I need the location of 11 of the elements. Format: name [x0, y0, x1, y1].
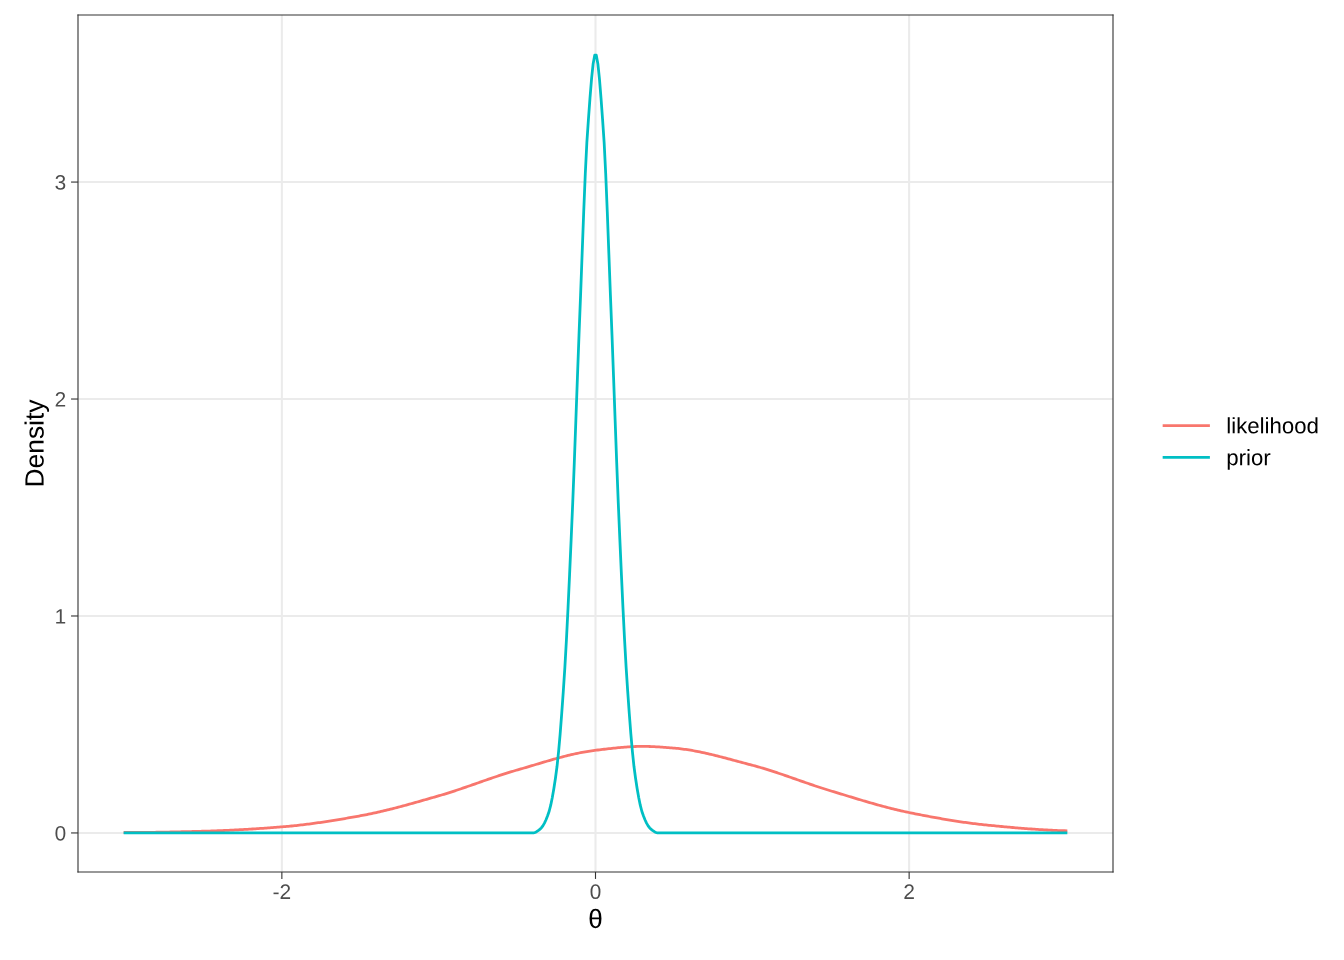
legend-label: likelihood: [1227, 417, 1318, 434]
y-axis-title: Density: [24, 399, 50, 486]
x-axis-title: θ: [589, 908, 602, 929]
y-tick-label: 0: [55, 825, 66, 841]
x-tick-label: 2: [904, 884, 914, 899]
x-tick-label: 0: [590, 884, 601, 900]
legend-label: prior: [1227, 449, 1271, 470]
y-tick-label: 2: [55, 392, 66, 407]
x-tick-label: -2: [273, 884, 291, 899]
y-tick-label: 3: [55, 175, 66, 190]
y-tick-label: 1: [56, 609, 66, 624]
